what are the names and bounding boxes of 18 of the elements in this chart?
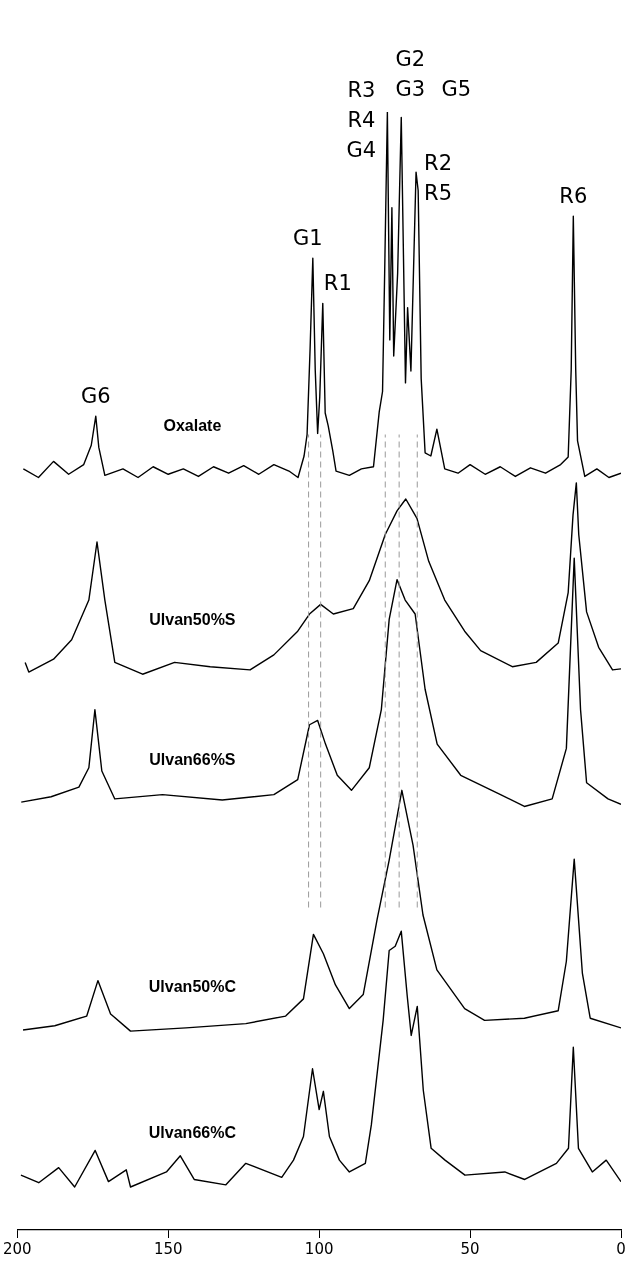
series-label: Ulvan66%C	[148, 1123, 237, 1141]
text: Ulvan50%S	[149, 610, 236, 628]
x-tick-label: 100	[304, 1239, 334, 1258]
annotation: R2 R5	[424, 151, 453, 206]
x-tick-label: 0	[616, 1239, 626, 1258]
annotation: R1	[323, 271, 352, 296]
annotation: G6	[80, 384, 111, 409]
annotation: G2 G3	[395, 47, 426, 102]
text: Oxalate	[163, 417, 222, 435]
x-tick-label: 50	[460, 1239, 480, 1258]
annotation: G1	[293, 226, 323, 251]
series-label: Ulvan66%S	[149, 750, 236, 768]
text: G5	[441, 77, 472, 102]
annotation: R6	[559, 184, 588, 209]
annotation: R3 R4 G4	[346, 77, 377, 162]
series-label: Ulvan50%C	[148, 978, 237, 996]
x-tick-label: 150	[153, 1239, 183, 1258]
x-tick-label: 200	[2, 1239, 32, 1258]
